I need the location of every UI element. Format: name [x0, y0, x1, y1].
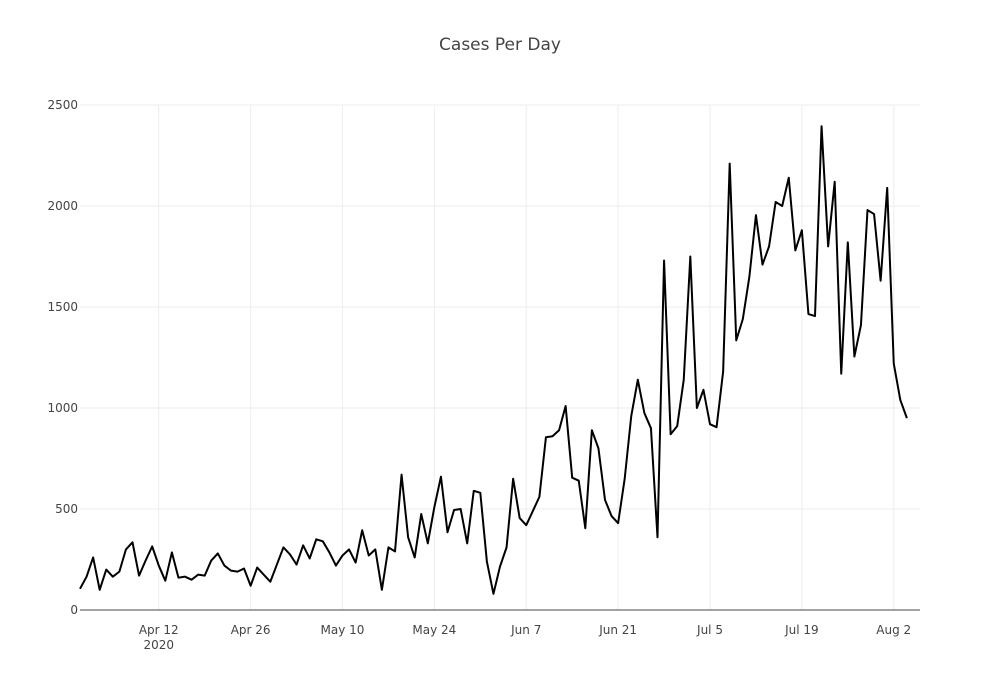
- chart-title: Cases Per Day: [439, 35, 561, 55]
- x-tick-label: Apr 26: [231, 623, 271, 637]
- y-tick-label: 0: [70, 603, 78, 617]
- y-tick-label: 2000: [47, 199, 78, 213]
- x-tick-sublabel: 2020: [143, 638, 174, 652]
- cases-series-line: [79, 125, 908, 595]
- y-axis-tick-labels: 0 500 1000 1500 2000 2500: [47, 98, 78, 617]
- series-layer: [79, 125, 908, 595]
- y-tick-label: 500: [55, 502, 78, 516]
- x-tick-label: May 24: [412, 623, 456, 637]
- y-tick-label: 1500: [47, 300, 78, 314]
- x-tick-label: Jul 5: [696, 623, 723, 637]
- y-tick-label: 1000: [47, 401, 78, 415]
- x-tick-label: Aug 2: [876, 623, 911, 637]
- x-tick-label: Apr 12: [139, 623, 179, 637]
- y-tick-label: 2500: [47, 98, 78, 112]
- x-tick-label: Jun 7: [510, 623, 541, 637]
- x-tick-label: May 10: [321, 623, 365, 637]
- x-tick-label: Jul 19: [784, 623, 819, 637]
- x-tick-label: Jun 21: [598, 623, 637, 637]
